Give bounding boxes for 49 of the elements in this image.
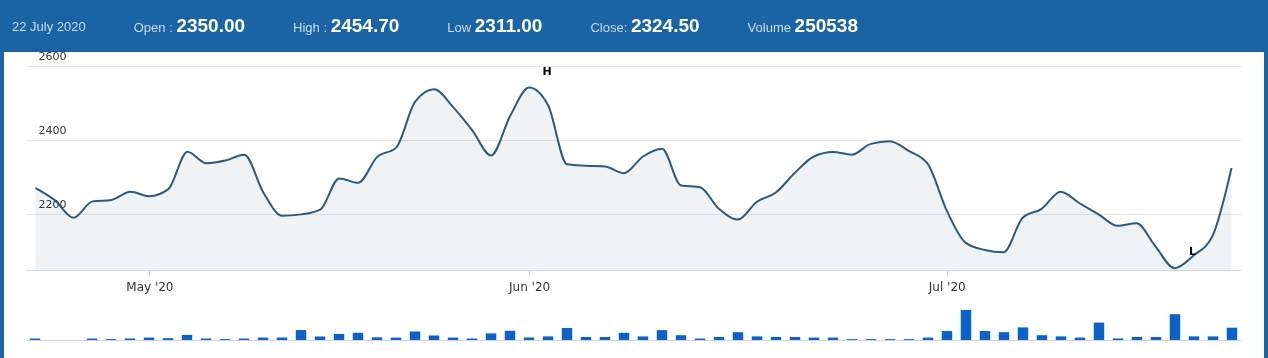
x-tick-label: May '20 xyxy=(126,279,174,294)
bar xyxy=(713,337,725,340)
x-tick-label: Jun '20 xyxy=(508,279,551,294)
bar xyxy=(561,328,573,340)
bar xyxy=(1150,337,1162,340)
bar xyxy=(1207,336,1219,340)
bar xyxy=(675,335,687,340)
bar xyxy=(314,336,326,340)
bar xyxy=(371,337,383,340)
text: Close: 2324.50 xyxy=(590,15,700,37)
bar xyxy=(1226,327,1238,340)
chart-title: 22 July 2020 xyxy=(12,18,86,34)
bar xyxy=(1017,327,1029,340)
annotation: L xyxy=(1189,245,1197,259)
bar xyxy=(1055,336,1067,340)
bar xyxy=(960,310,972,340)
bar xyxy=(637,336,649,340)
bar xyxy=(732,332,744,340)
bar xyxy=(1131,337,1143,340)
bar xyxy=(979,331,991,340)
bar xyxy=(656,330,668,340)
y-tick-label: 2400 xyxy=(38,123,67,137)
bar xyxy=(1036,335,1048,340)
bar xyxy=(181,334,193,340)
bar xyxy=(295,330,307,340)
bar xyxy=(1093,322,1105,340)
bar xyxy=(542,336,554,340)
text: High : 2454.70 xyxy=(293,15,400,37)
text: Low 2311.00 xyxy=(447,15,543,37)
bar xyxy=(618,332,630,340)
bar xyxy=(941,331,953,340)
bar xyxy=(485,333,497,340)
annotation: H xyxy=(542,64,552,78)
bar xyxy=(580,337,592,340)
bar xyxy=(770,337,782,340)
bar xyxy=(352,332,364,340)
bar xyxy=(333,334,345,340)
bar xyxy=(789,337,801,340)
text: Volume 250538 xyxy=(747,15,858,37)
bar xyxy=(1188,336,1200,340)
x-tick-label: Jul '20 xyxy=(927,279,966,294)
bar xyxy=(599,337,611,340)
bar xyxy=(409,331,421,340)
bar xyxy=(504,330,516,340)
bar xyxy=(998,332,1010,340)
y-tick-label: 2600 xyxy=(38,49,67,63)
bar xyxy=(751,336,763,340)
bar xyxy=(1169,314,1181,340)
text: Open : 2350.00 xyxy=(133,15,246,37)
